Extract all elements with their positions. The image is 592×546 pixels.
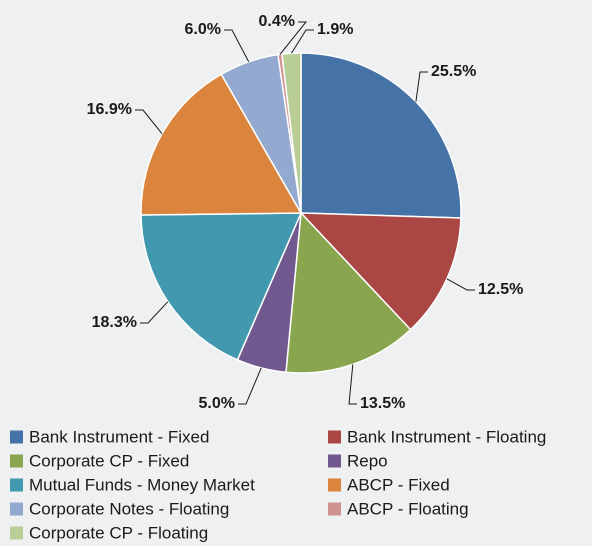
legend-swatch — [10, 454, 23, 468]
legend-swatch — [10, 430, 23, 444]
data-label: 18.3% — [92, 314, 137, 331]
data-label: 12.5% — [478, 281, 523, 298]
legend-label: Corporate Notes - Floating — [29, 499, 229, 518]
leader-line — [224, 29, 250, 63]
legend-swatch — [10, 526, 23, 540]
legend-label: Corporate CP - Floating — [29, 523, 208, 542]
data-label: 6.0% — [185, 21, 221, 38]
data-label: 16.9% — [87, 101, 132, 118]
legend-label: Corporate CP - Fixed — [29, 451, 189, 470]
legend-label: Repo — [347, 451, 388, 470]
leader-line — [348, 364, 357, 405]
legend-label: Bank Instrument - Fixed — [29, 427, 209, 446]
legend-swatch — [328, 478, 341, 492]
leader-line — [446, 278, 475, 291]
legend-swatch — [328, 430, 341, 444]
legend-label: ABCP - Fixed — [347, 475, 450, 494]
legend-label: Bank Instrument - Floating — [347, 427, 546, 446]
data-label: 5.0% — [199, 395, 235, 412]
leader-line — [279, 21, 308, 55]
data-label: 1.9% — [317, 21, 353, 38]
legend-swatch — [328, 454, 341, 468]
data-label: 13.5% — [360, 395, 405, 412]
pie-slice — [140, 73, 303, 216]
leader-line — [291, 29, 314, 54]
data-label: 0.4% — [259, 13, 295, 30]
pie-slice — [285, 211, 412, 374]
leader-line — [140, 301, 169, 324]
legend-label: ABCP - Floating — [347, 499, 469, 518]
leader-line — [135, 109, 163, 135]
leader-line — [238, 367, 262, 405]
legend-swatch — [10, 502, 23, 516]
legend-swatch — [10, 478, 23, 492]
legend-swatch — [328, 502, 341, 516]
pie-slice — [300, 52, 462, 219]
legend-label: Mutual Funds - Money Market — [29, 475, 255, 494]
pie-slice — [281, 52, 302, 214]
leader-line — [415, 71, 428, 102]
data-label: 25.5% — [431, 63, 476, 80]
